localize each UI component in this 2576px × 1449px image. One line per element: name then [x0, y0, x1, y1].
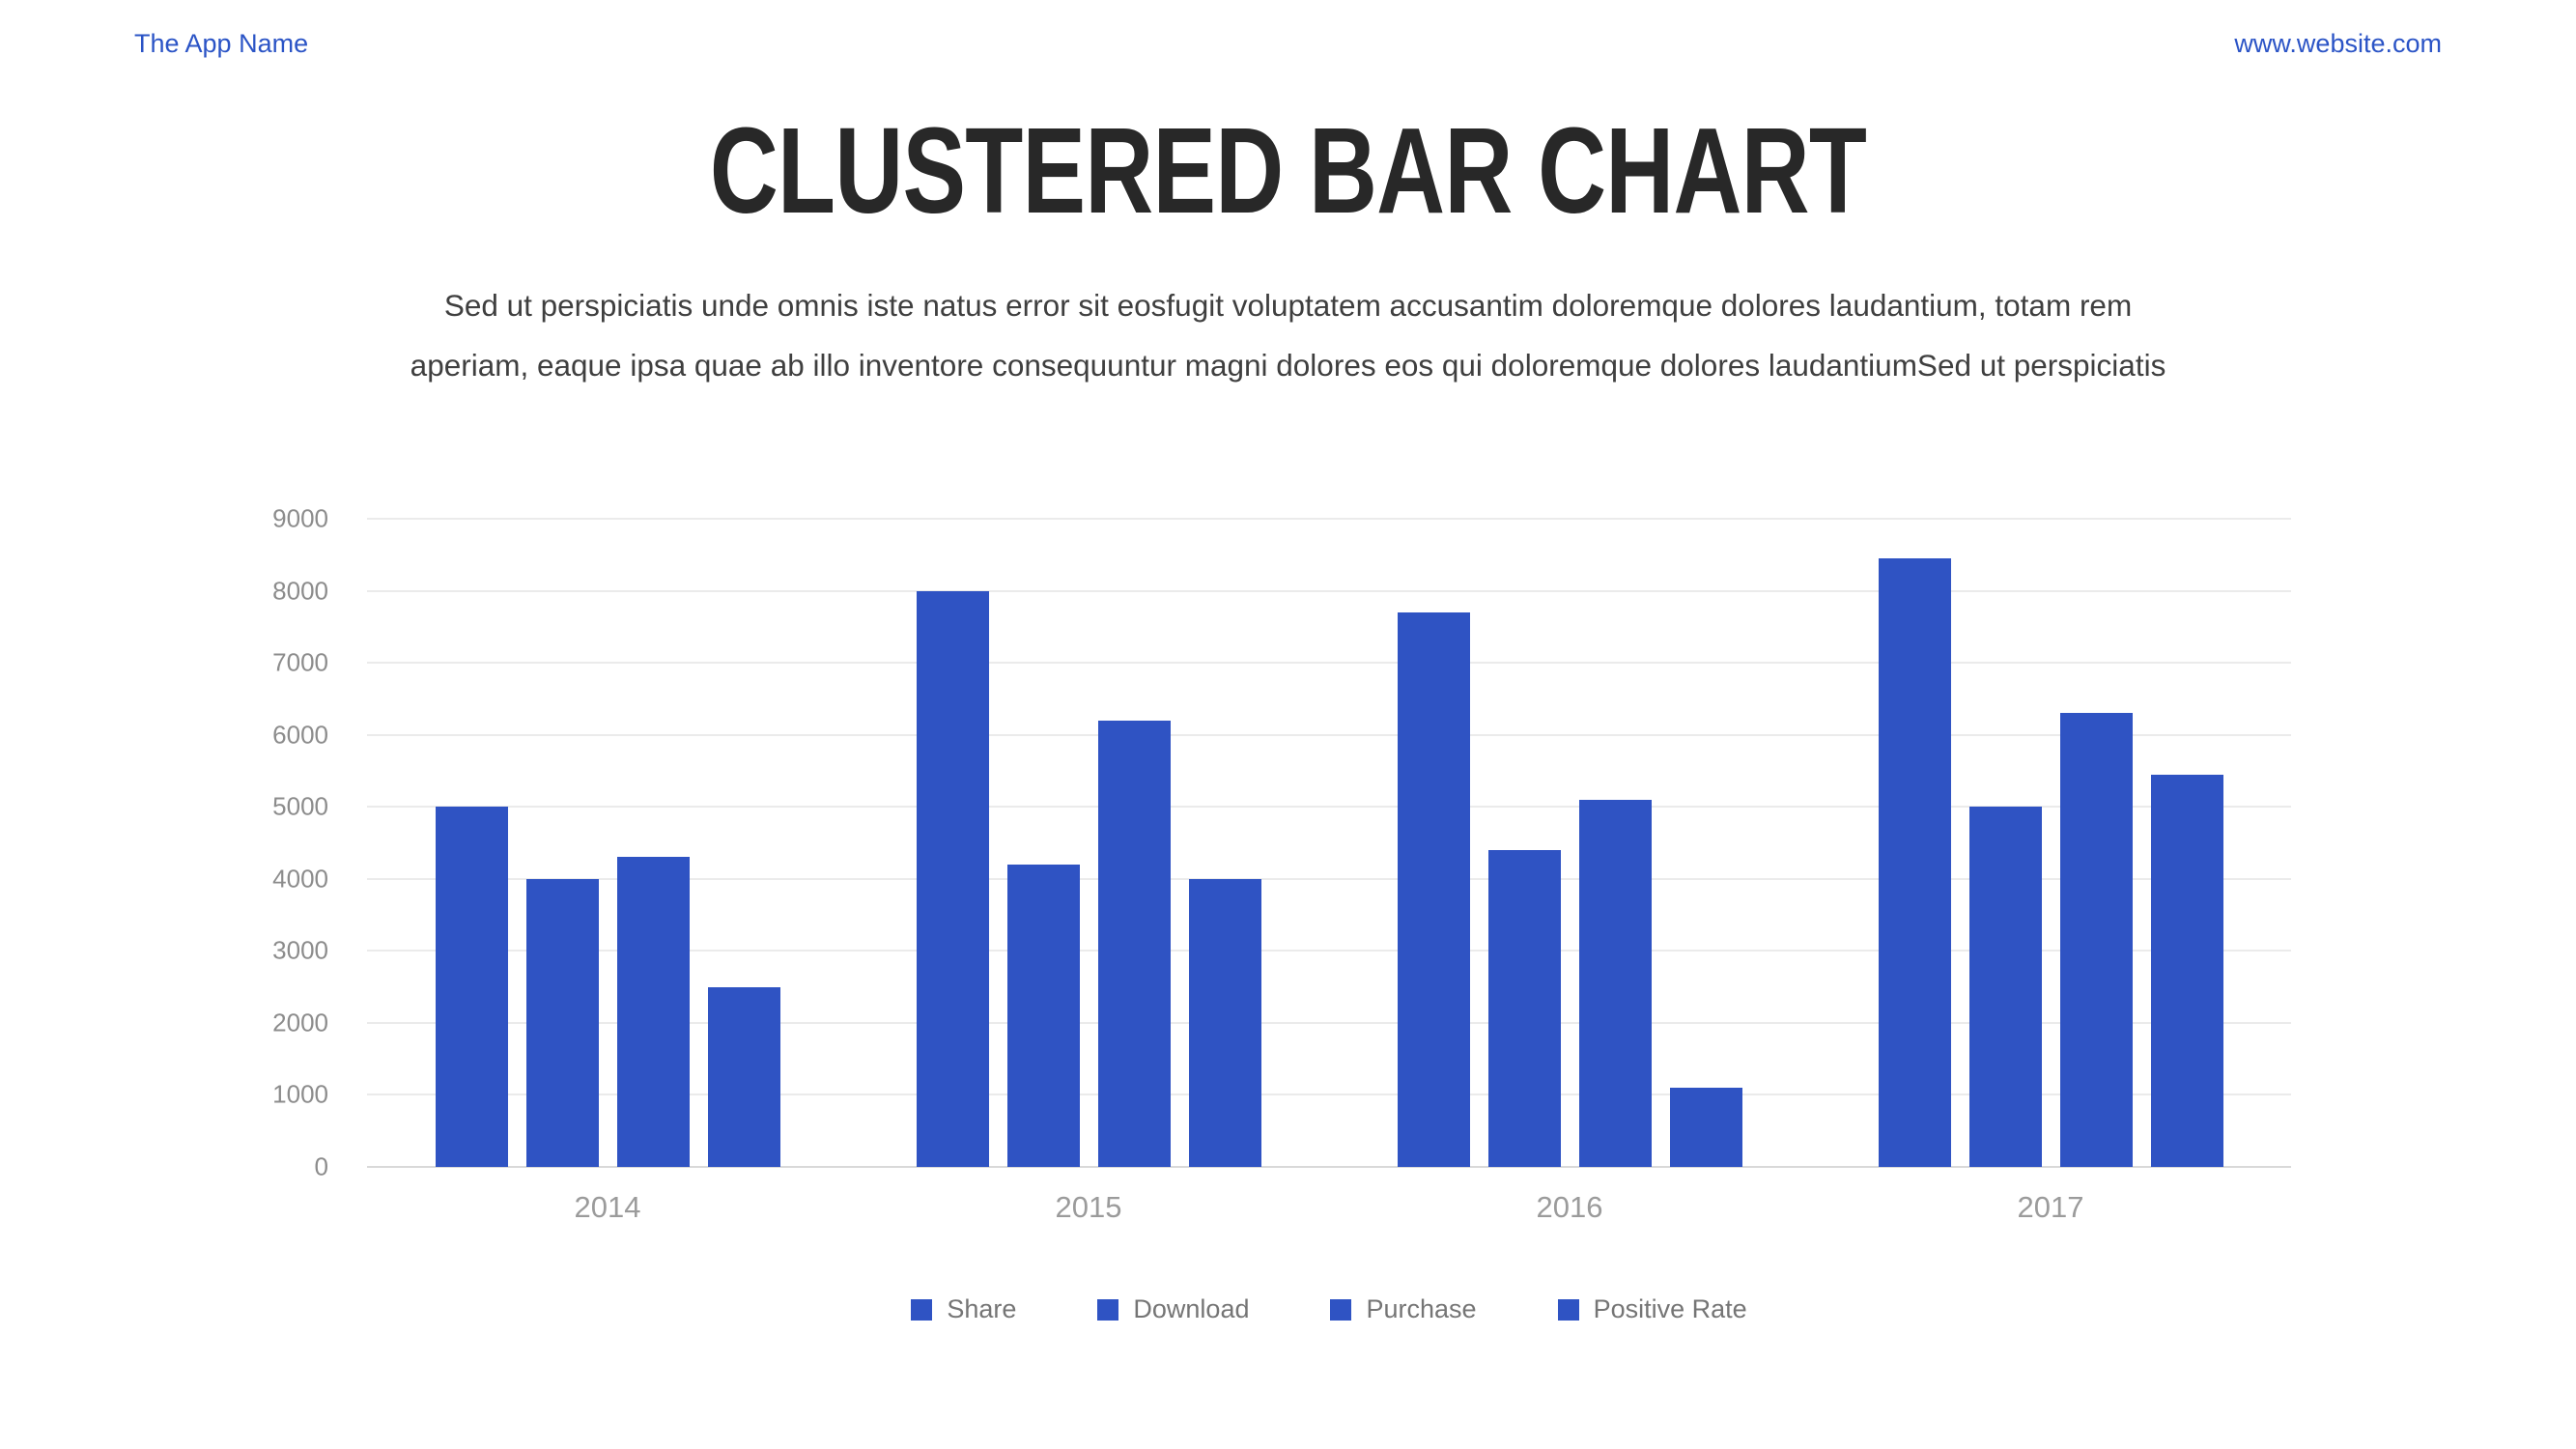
bar-purchase-2014: [616, 857, 690, 1167]
legend-swatch-purchase: [1330, 1298, 1352, 1321]
bar-positive-rate-2017: [2150, 774, 2223, 1167]
legend-item-positive-rate: Positive Rate: [1557, 1294, 1747, 1324]
bar-group-2016: [1329, 519, 1810, 1167]
legend-label-share: Share: [947, 1294, 1017, 1323]
legend-item-share: Share: [911, 1294, 1016, 1324]
gridline: [367, 1021, 2291, 1024]
gridline: [367, 1166, 2291, 1168]
plot-area: 2014 2015 2016 2017 Share Download Purchase Po…: [272, 504, 2291, 1323]
subtitle-line-1: Sed ut perspiciatis unde omnis iste natu…: [443, 288, 2133, 323]
gridline: [367, 733, 2291, 736]
bar-download-2017: [1968, 807, 2042, 1167]
gridline: [367, 589, 2291, 592]
y-axis-tick-label: 9000: [272, 503, 328, 533]
bar-download-2016: [1487, 849, 1561, 1167]
page-title: CLUSTERED BAR CHART: [709, 102, 1867, 239]
bar-positive-rate-2014: [707, 986, 780, 1167]
y-axis-tick-label: 1000: [272, 1079, 328, 1109]
bar-group-2015: [848, 519, 1329, 1167]
bar-share-2014: [435, 807, 508, 1167]
legend-swatch-positive-rate: [1557, 1298, 1579, 1321]
y-axis-tick-label: 0: [314, 1151, 328, 1181]
website-link[interactable]: www.website.com: [2234, 29, 2442, 58]
bar-share-2015: [916, 590, 989, 1167]
gridline: [367, 1094, 2291, 1096]
legend-label-positive-rate: Positive Rate: [1593, 1294, 1747, 1323]
y-axis-tick-label: 8000: [272, 576, 328, 606]
bar-share-2016: [1397, 611, 1470, 1167]
x-axis-label-2014: 2014: [574, 1190, 641, 1224]
x-axis-labels: 2014 2015 2016 2017: [367, 1190, 2291, 1225]
gridline: [367, 806, 2291, 809]
y-axis-tick-label: 2000: [272, 1008, 328, 1037]
y-axis-tick-label: 5000: [272, 791, 328, 821]
gridline: [367, 662, 2291, 665]
gridline: [367, 518, 2291, 520]
title-wrap: CLUSTERED BAR CHART: [0, 100, 2576, 241]
chart-legend: Share Download Purchase Positive Rate: [367, 1294, 2291, 1324]
legend-label-purchase: Purchase: [1366, 1294, 1477, 1323]
bar-download-2015: [1006, 864, 1080, 1167]
gridline: [367, 877, 2291, 880]
bar-share-2017: [1878, 558, 1951, 1167]
x-axis-label-2016: 2016: [1536, 1190, 1603, 1224]
legend-swatch-download: [1097, 1298, 1119, 1321]
x-axis-label-2015: 2015: [1055, 1190, 1122, 1224]
legend-swatch-share: [911, 1298, 933, 1321]
y-axis-tick-label: 6000: [272, 720, 328, 750]
gridline: [367, 950, 2291, 952]
legend-item-download: Download: [1097, 1294, 1249, 1324]
x-axis-label-2017: 2017: [2017, 1190, 2084, 1224]
y-axis-tick-label: 7000: [272, 647, 328, 677]
bar-groups: [367, 519, 2291, 1167]
subtitle-line-2: aperiam, eaque ipsa quae ab illo invento…: [410, 348, 2166, 383]
bar-group-2014: [367, 519, 848, 1167]
legend-label-download: Download: [1133, 1294, 1250, 1323]
legend-item-purchase: Purchase: [1330, 1294, 1477, 1324]
app-name-link: The App Name: [134, 29, 309, 58]
bar-purchase-2015: [1097, 720, 1171, 1167]
bar-purchase-2017: [2059, 713, 2133, 1167]
subtitle: Sed ut perspiciatis unde omnis iste natu…: [197, 275, 2380, 395]
bar-group-2017: [1810, 519, 2291, 1167]
bar-download-2014: [525, 878, 599, 1167]
bar-positive-rate-2016: [1669, 1088, 1742, 1167]
bar-positive-rate-2015: [1188, 878, 1261, 1167]
y-axis-tick-label: 4000: [272, 864, 328, 894]
bar-purchase-2016: [1578, 799, 1652, 1167]
y-axis-tick-label: 3000: [272, 935, 328, 965]
